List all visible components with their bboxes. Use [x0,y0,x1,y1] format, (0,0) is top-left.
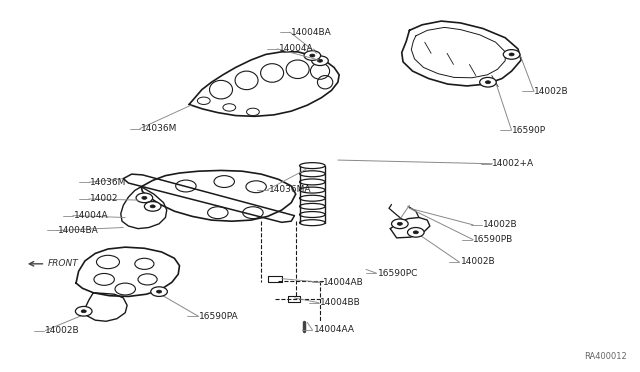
Text: FRONT: FRONT [47,259,78,268]
Circle shape [413,231,419,234]
Text: 16590PC: 16590PC [378,269,418,278]
Circle shape [142,196,147,199]
Circle shape [503,49,520,59]
Circle shape [145,202,161,211]
Text: 14002B: 14002B [461,257,495,266]
Text: 14002+A: 14002+A [492,159,534,168]
Text: 14002B: 14002B [45,326,80,335]
Circle shape [509,53,514,56]
Circle shape [408,228,424,237]
Circle shape [392,219,408,229]
Text: 16590P: 16590P [511,126,546,135]
Circle shape [312,56,328,65]
Text: 14002: 14002 [90,195,118,203]
Text: 14004A: 14004A [74,211,109,220]
Circle shape [310,54,315,57]
Circle shape [151,287,168,296]
Text: 14002B: 14002B [534,87,568,96]
Circle shape [76,307,92,316]
Circle shape [150,205,156,208]
Text: 14036M: 14036M [141,124,177,133]
Circle shape [479,77,496,87]
Circle shape [317,59,323,62]
Circle shape [136,193,153,203]
Text: RA400012: RA400012 [584,352,627,361]
Text: 16590PA: 16590PA [198,312,238,321]
Text: 16590PB: 16590PB [473,235,513,244]
Circle shape [157,290,162,293]
Circle shape [81,310,86,313]
Text: 14004AB: 14004AB [323,278,364,287]
Text: 14004BA: 14004BA [58,226,99,235]
Circle shape [485,81,490,84]
Text: 14004BA: 14004BA [291,28,332,37]
Text: 14002B: 14002B [483,221,518,230]
Text: 14004A: 14004A [278,44,313,53]
Circle shape [304,51,321,60]
Text: 14004BB: 14004BB [320,298,361,307]
Text: 14036M: 14036M [90,178,127,187]
Text: 14004AA: 14004AA [314,325,355,334]
Circle shape [397,222,403,225]
Text: 14036MA: 14036MA [269,185,312,194]
